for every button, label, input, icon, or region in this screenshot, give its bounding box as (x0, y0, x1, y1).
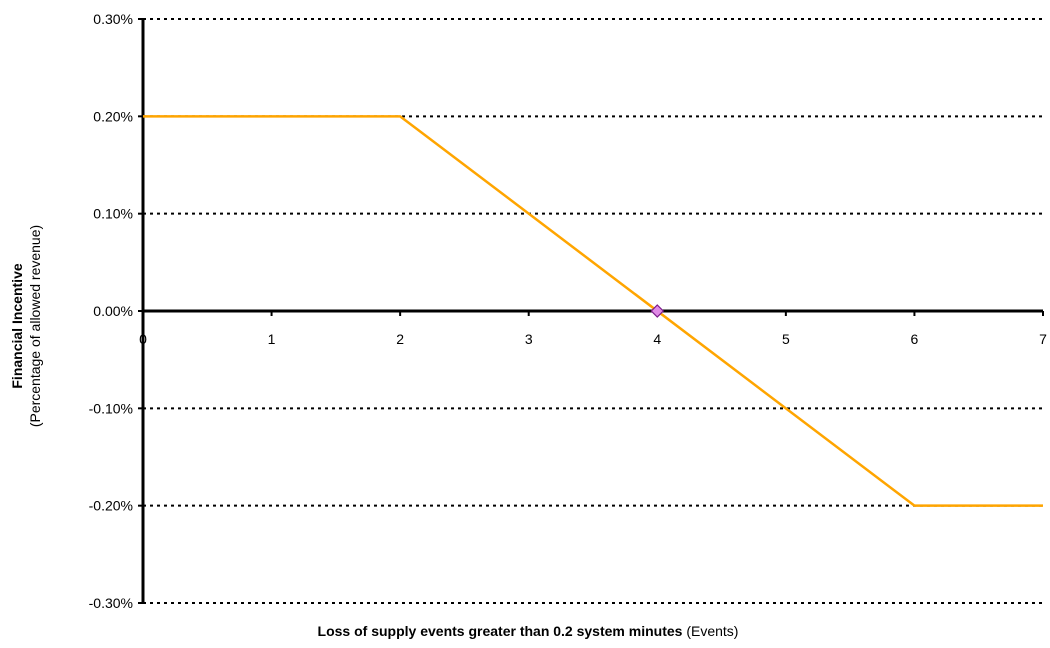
data-point-marker (650, 304, 665, 318)
y-axis-title-main: Financial Incentive (9, 263, 25, 388)
x-tick-label: 5 (782, 331, 790, 347)
x-tick-labels: 0 1 2 3 4 5 6 7 (139, 331, 1047, 347)
y-tick-label: 0.30% (93, 11, 133, 27)
y-tick-labels: 0.30% 0.20% 0.10% 0.00% -0.10% -0.20% -0.30% (89, 11, 133, 611)
x-axis-title-unit: (Events) (682, 623, 738, 639)
y-tick-label: -0.20% (89, 498, 133, 514)
y-tick-label: -0.10% (89, 400, 133, 416)
x-axis-title-main: Loss of supply events greater than 0.2 s… (318, 623, 683, 639)
y-axis-title: Financial Incentive (Percentage of allow… (9, 225, 43, 427)
axes (138, 18, 1044, 604)
y-tick-label: -0.30% (89, 595, 133, 611)
y-tick-label: 0.10% (93, 206, 133, 222)
x-tick-label: 1 (268, 331, 276, 347)
y-tick-label: 0.20% (93, 108, 133, 124)
x-tick-label: 7 (1039, 331, 1047, 347)
x-tick-label: 4 (653, 331, 661, 347)
y-tick-label: 0.00% (93, 303, 133, 319)
x-tick-label: 0 (139, 331, 147, 347)
x-tick-label: 2 (396, 331, 404, 347)
x-tick-label: 6 (911, 331, 919, 347)
x-axis-title: Loss of supply events greater than 0.2 s… (318, 623, 739, 639)
y-axis-title-sub: (Percentage of allowed revenue) (27, 225, 43, 427)
marker-layer (650, 304, 665, 318)
x-tick-label: 3 (525, 331, 533, 347)
